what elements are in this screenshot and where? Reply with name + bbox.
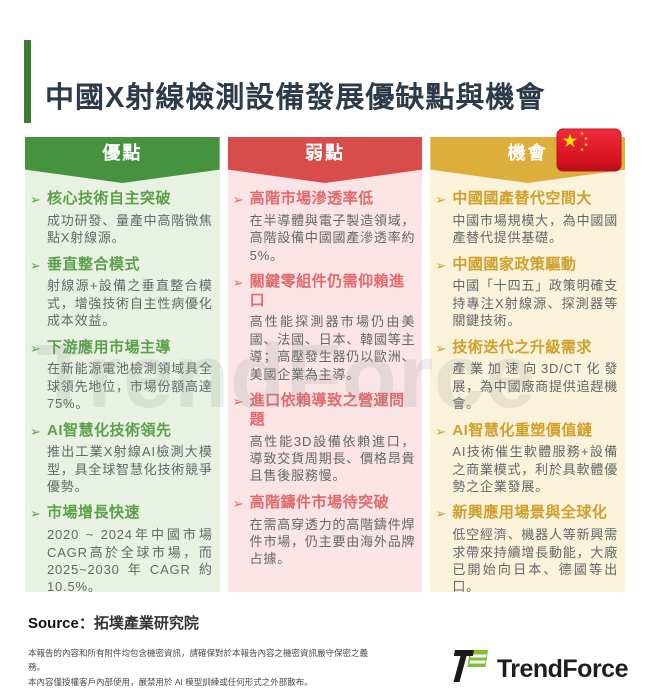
item-body: 中國市場規模大，為中國國產替代提供基礎。 xyxy=(452,212,619,246)
item-text: 中國國產替代空間大中國市場規模大，為中國國產替代提供基礎。 xyxy=(452,190,618,247)
trendforce-logo-text: TrendForce xyxy=(496,654,629,683)
item-body: 在新能源電池檢測領域具全球領先地位，市場份額高達75%。 xyxy=(47,361,213,412)
item-body: 射線源+設備之垂直整合模式，增強技術自主性病優化成本效益。 xyxy=(47,278,213,329)
list-item: ➢ 核心技術自主突破成功研發、量產中高階微焦點X射線源。 xyxy=(30,190,213,247)
list-item: ➢ 下游應用市場主導在新能源電池檢測領域具全球領先地位，市場份額高達75%。 xyxy=(30,339,213,413)
item-heading: AI智慧化重塑價值鏈 xyxy=(452,421,593,439)
item-text: 新興應用場景與全球化低空經濟、機器人等新興需求帶來持續增長動能，大廠已開始向日本… xyxy=(452,504,618,595)
column-body-advantages: ➢ 核心技術自主突破成功研發、量產中高階微焦點X射線源。 ➢ 垂直整合模式射線源+設備… xyxy=(25,170,220,595)
item-text: 下游應用市場主導在新能源電池檢測領域具全球領先地位，市場份額高達75%。 xyxy=(47,339,213,413)
disclaimer-line-2: 本內容僅授權客戶內部使用，嚴禁用於 AI 模型訓練或任何形式之外部散布。 xyxy=(28,676,313,687)
item-body: 低空經濟、機器人等新興需求帶來持續增長動能，大廠已開始向日本、德國等出口。 xyxy=(452,527,619,595)
source-label: Source xyxy=(28,615,79,632)
list-item: ➢ AI智慧化技術領先推出工業X射線AI檢測大模型，具全球智慧化技術競爭優勢。 xyxy=(30,422,213,496)
item-heading: 關鍵零組件仍需仰賴進口 xyxy=(249,272,405,309)
columns: 優點 ➢ 核心技術自主突破 成功研發、量產中高階微焦點X射線源。 ➢ 垂直整合模式 射線源+… xyxy=(25,137,626,595)
arrow-bullet-icon: ➢ xyxy=(435,340,447,356)
item-heading: 進口依賴導致之營運問題 xyxy=(249,392,405,428)
item-text: 高階市場滲透率低在半導體與電子製造領域，高階設備中國國產滲透率約5%。 xyxy=(250,190,416,264)
column-weaknesses: 弱點 ➢ 高階市場滲透率低 在半導體與電子製造領域，高階設備中國國產滲透率約5%。 ➢ 關… xyxy=(227,137,423,592)
arrow-bullet-icon: ➢ xyxy=(435,192,447,207)
arrow-bullet-icon: ➢ xyxy=(30,340,41,356)
list-item: ➢ 市場增長快速 2020 ~ 2024年中國市場CAGR高於全球市場，而2025~… xyxy=(30,504,213,595)
item-text: 核心技術自主突破成功研發、量產中高階微焦點X射線源。 xyxy=(47,190,213,247)
disclaimer: 本報告的內容和所有附件均包含機密資訊，請確保對於本報告內容之機密資訊嚴守保密之義… xyxy=(28,646,378,689)
footer-source: Source：拓墣產業研究院 xyxy=(28,612,199,633)
disclaimer-line-1: 本報告的內容和所有附件均包含機密資訊，請確保對於本報告內容之機密資訊嚴守保密之義… xyxy=(28,648,369,673)
item-body: 中國「十四五」政策明確支持專注X射線源、探測器等關鍵技術。 xyxy=(452,278,619,329)
item-text: AI智慧化技術領先推出工業X射線AI檢測大模型，具全球智慧化技術競爭優勢。 xyxy=(47,422,213,496)
arrow-bullet-icon: ➢ xyxy=(30,192,41,207)
item-body: AI技術催生軟體服務+設備之商業模式，利於具軟體優勢之企業發展。 xyxy=(452,444,619,495)
list-item: ➢ 中國國產替代空間大中國市場規模大，為中國國產替代提供基礎。 xyxy=(435,190,618,247)
arrow-bullet-icon: ➢ xyxy=(435,257,447,273)
list-item: ➢ 高階市場滲透率低在半導體與電子製造領域，高階設備中國國產滲透率約5%。 xyxy=(233,190,416,264)
item-body: 2020 ~ 2024年中國市場CAGR高於全球市場，而2025~2030年CA… xyxy=(47,527,213,595)
item-text: 技術迭代之升級需求產業加速向3D/CT化發展，為中國廠商提供追趕機會。 xyxy=(452,339,618,413)
item-body: 成功研發、量產中高階微焦點X射線源。 xyxy=(47,212,213,246)
title-accent-bar xyxy=(24,40,31,123)
arrow-bullet-icon: ➢ xyxy=(30,257,41,273)
list-item: ➢ 技術迭代之升級需求產業加速向3D/CT化發展，為中國廠商提供追趕機會。 xyxy=(435,339,618,413)
item-heading: 高階市場滲透率低 xyxy=(249,190,374,207)
item-heading: 核心技術自主突破 xyxy=(47,190,172,207)
trendforce-logo-icon xyxy=(453,650,490,688)
list-item: ➢ AI智慧化重塑價值鏈 AI技術催生軟體服務+設備之商業模式，利於具軟體優勢之企業… xyxy=(435,422,618,496)
item-text: 關鍵零組件仍需仰賴進口高性能探測器市場仍由美國、法國、日本、韓國等主導；高壓發生… xyxy=(250,273,416,383)
item-heading: 新興應用場景與全球化 xyxy=(452,504,608,522)
source-value: ：拓墣產業研究院 xyxy=(78,615,199,632)
item-text: 垂直整合模式射線源+設備之垂直整合模式，增強技術自主性病優化成本效益。 xyxy=(47,256,213,330)
page-title: 中國X射線檢測設備發展優缺點與機會 xyxy=(45,82,546,115)
arrow-bullet-icon: ➢ xyxy=(30,506,41,522)
list-item: ➢ 中國國家政策驅動中國「十四五」政策明確支持專注X射線源、探測器等關鍵技術。 xyxy=(435,256,618,330)
item-heading: 中國國產替代空間大 xyxy=(452,190,592,207)
item-heading: 技術迭代之升級需求 xyxy=(452,338,592,356)
item-heading: AI智慧化技術領先 xyxy=(47,421,172,439)
item-heading: 市場增長快速 xyxy=(47,504,141,522)
item-heading: 高階鑄件市場待突破 xyxy=(249,493,390,511)
item-body: 在半導體與電子製造領域，高階設備中國國產滲透率約5%。 xyxy=(249,212,416,263)
item-text: AI智慧化重塑價值鏈 AI技術催生軟體服務+設備之商業模式，利於具軟體優勢之企業發… xyxy=(452,422,618,496)
item-body: 產業加速向3D/CT化發展，為中國廠商提供追趕機會。 xyxy=(452,361,619,412)
item-text: 中國國家政策驅動中國「十四五」政策明確支持專注X射線源、探測器等關鍵技術。 xyxy=(452,256,618,330)
trendforce-logo: TrendForce xyxy=(453,650,629,688)
column-body-opportunities: ➢ 中國國產替代空間大 中國市場規模大，為中國國產替代提供基礎。 ➢ 中國國家政策驅動中… xyxy=(430,170,626,595)
item-body: 推出工業X射線AI檢測大模型，具全球智慧化技術競爭優勢。 xyxy=(47,444,213,495)
list-item: ➢ 新興應用場景與全球化低空經濟、機器人等新興需求帶來持續增長動能，大廠已開始向日… xyxy=(435,504,618,595)
item-text: 高階鑄件市場待突破在需高穿透力的高階鑄件焊件市場，仍主要由海外品牌占據。 xyxy=(250,494,416,568)
item-text: 進口依賴導致之營運問題高性能3D設備依賴進口，導致交貨周期長、價格昂貴且售後服務… xyxy=(250,392,416,485)
china-flag-icon xyxy=(556,128,622,177)
column-opportunities: 機會 ➢ 中國國產替代空間大 中國市場規模大，為中國國產替代提供基礎。 ➢ 中國國家政策驅… xyxy=(430,137,626,595)
arrow-bullet-icon: ➢ xyxy=(232,394,244,410)
arrow-bullet-icon: ➢ xyxy=(435,506,447,522)
item-body: 在需高穿透力的高階鑄件焊件市場，仍主要由海外品牌占據。 xyxy=(249,516,416,567)
arrow-bullet-icon: ➢ xyxy=(435,423,447,439)
item-heading: 垂直整合模式 xyxy=(47,255,141,273)
item-body: 高性能3D設備依賴進口，導致交貨周期長、價格昂貴且售後服務慢。 xyxy=(249,433,416,484)
column-body-weaknesses: ➢ 高階市場滲透率低在半導體與電子製造領域，高階設備中國國產滲透率約5%。 ➢ 關鍵零… xyxy=(227,170,423,592)
arrow-bullet-icon: ➢ xyxy=(30,423,41,439)
arrow-bullet-icon: ➢ xyxy=(232,192,244,207)
column-advantages: 優點 ➢ 核心技術自主突破 成功研發、量產中高階微焦點X射線源。 ➢ 垂直整合模式 射線源+… xyxy=(25,137,220,595)
arrow-bullet-icon: ➢ xyxy=(232,495,244,511)
list-item: ➢ 垂直整合模式射線源+設備之垂直整合模式，增強技術自主性病優化成本效益。 xyxy=(30,256,213,330)
item-text: 市場增長快速 2020 ~ 2024年中國市場CAGR高於全球市場，而2025~2… xyxy=(47,504,213,595)
item-heading: 中國國家政策驅動 xyxy=(452,255,577,273)
item-body: 高性能探測器市場仍由美國、法國、日本、韓國等主導；高壓發生器仍以歐洲、美國企業為… xyxy=(249,314,416,382)
arrow-bullet-icon: ➢ xyxy=(232,274,244,290)
list-item: ➢ 關鍵零組件仍需仰賴進口高性能探測器市場仍由美國、法國、日本、韓國等主導；高壓發… xyxy=(233,273,416,383)
item-heading: 下游應用市場主導 xyxy=(47,338,172,356)
list-item: ➢ 進口依賴導致之營運問題高性能3D設備依賴進口，導致交貨周期長、價格昂貴且售後服… xyxy=(233,392,416,485)
list-item: ➢ 高階鑄件市場待突破在需高穿透力的高階鑄件焊件市場，仍主要由海外品牌占據。 xyxy=(233,494,416,568)
